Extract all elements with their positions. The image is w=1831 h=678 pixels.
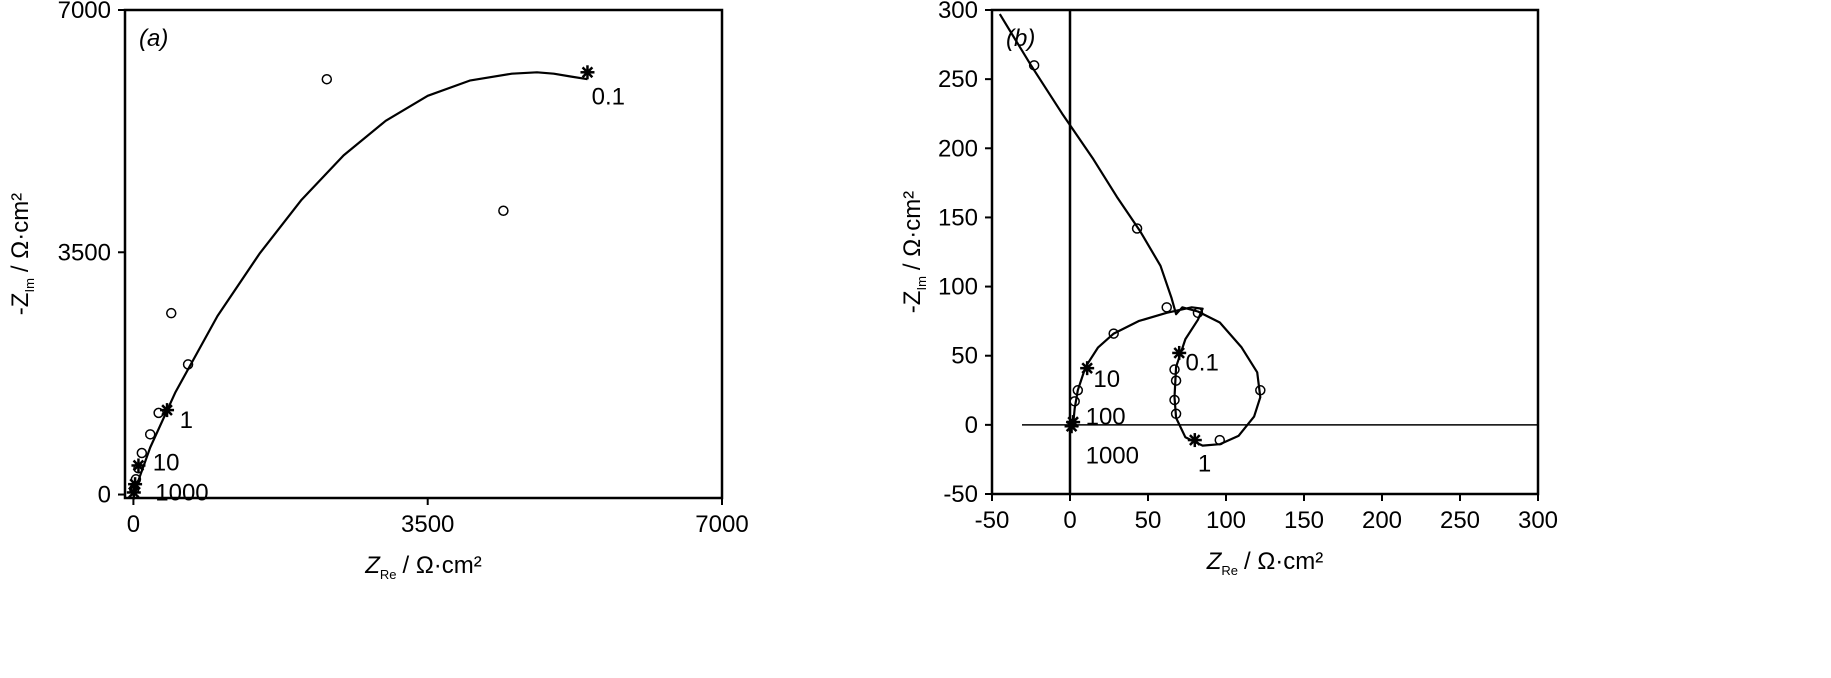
chart-1-y-tick-label: -50 <box>943 481 978 508</box>
chart-1-x-tick-label: 0 <box>1063 507 1076 534</box>
chart-1-x-tick-label: 300 <box>1518 507 1558 534</box>
chart-0-panel-label: (a) <box>139 25 168 52</box>
chart-1-x-tick-label: 50 <box>1135 507 1162 534</box>
chart-0-x-tick-label: 0 <box>127 511 140 538</box>
chart-1-frequency-label: 100 <box>1086 404 1126 431</box>
chart-0-frequency-label: 10 <box>153 450 180 477</box>
chart-0-frequency-marker <box>131 458 146 473</box>
chart-1-frequency-label: 1 <box>1198 451 1211 478</box>
chart-1-y-tick-label: 100 <box>938 274 978 301</box>
chart-0-frequency-label: 1 <box>180 407 193 434</box>
chart-0-x-tick-label: 7000 <box>695 511 748 538</box>
chart-0-data-point <box>144 429 156 440</box>
chart-1-x-axis-label: ZRe / Ω·cm² <box>1206 548 1324 578</box>
chart-0-y-tick-label: 3500 <box>58 239 111 266</box>
chart-0-frequency-label: 0.1 <box>592 84 625 111</box>
chart-1-frequency-label: 0.1 <box>1185 350 1218 377</box>
chart-1-x-tick-label: 200 <box>1362 507 1402 534</box>
chart-1-y-axis-label: -ZIm/ Ω·cm² <box>900 191 929 313</box>
chart-0-fit-curve <box>132 71 588 495</box>
chart-1-x-tick-label: 250 <box>1440 507 1480 534</box>
chart-0-y-tick-label: 7000 <box>58 0 111 24</box>
chart-0-plot-frame <box>123 8 724 500</box>
chart-1-data-point <box>1161 302 1172 313</box>
chart-0-data-point <box>498 205 509 216</box>
chart-1-plot-frame <box>990 8 1540 496</box>
chart-1-x-tick-label: -50 <box>975 507 1010 534</box>
chart-1-frequency-marker <box>1064 419 1079 434</box>
chart-0-data-point <box>321 73 333 85</box>
chart-panel-b: -50 0 50 100 150 200 250 300 -50 0 50 100 150 200 250 3… <box>900 0 1831 678</box>
chart-0-frequency-label: 1000 <box>155 479 208 506</box>
chart-1-x-tick-label: 150 <box>1284 507 1324 534</box>
chart-1-fit-curve <box>998 13 1262 447</box>
chart-a-svg: 0 3500 7000 0 3500 7000 ZRe / Ω·cm² -ZIm/ Ω·cm² (… <box>7 0 749 582</box>
chart-1-y-tick-label: 300 <box>938 0 978 24</box>
chart-0-y-tick-label: 0 <box>98 482 111 509</box>
chart-0-data-point <box>136 447 148 459</box>
chart-b-svg: -50 0 50 100 150 200 250 300 -50 0 50 100 150 200 250 3… <box>900 0 1558 578</box>
chart-0-x-axis-label: ZRe / Ω·cm² <box>364 552 482 582</box>
chart-0-frequency-marker <box>580 65 595 80</box>
chart-1-frequency-label: 10 <box>1093 366 1120 393</box>
chart-1-x-tick-label: 100 <box>1206 507 1246 534</box>
chart-1-y-tick-label: 200 <box>938 135 978 162</box>
chart-1-y-tick-label: 250 <box>938 66 978 93</box>
chart-1-frequency-label: 1000 <box>1086 442 1139 469</box>
chart-1-data-point <box>1169 364 1180 375</box>
chart-0-x-tick-label: 3500 <box>401 511 454 538</box>
chart-panel-a: 0 3500 7000 0 3500 7000 ZRe / Ω·cm² -ZIm/ Ω·cm² (… <box>0 0 900 678</box>
chart-0-y-axis-label: -ZIm/ Ω·cm² <box>7 193 37 315</box>
chart-1-y-tick-label: 50 <box>951 343 978 370</box>
chart-1-y-tick-label: 0 <box>965 412 978 439</box>
chart-1-y-tick-label: 150 <box>938 204 978 231</box>
chart-0-data-point <box>165 307 177 319</box>
